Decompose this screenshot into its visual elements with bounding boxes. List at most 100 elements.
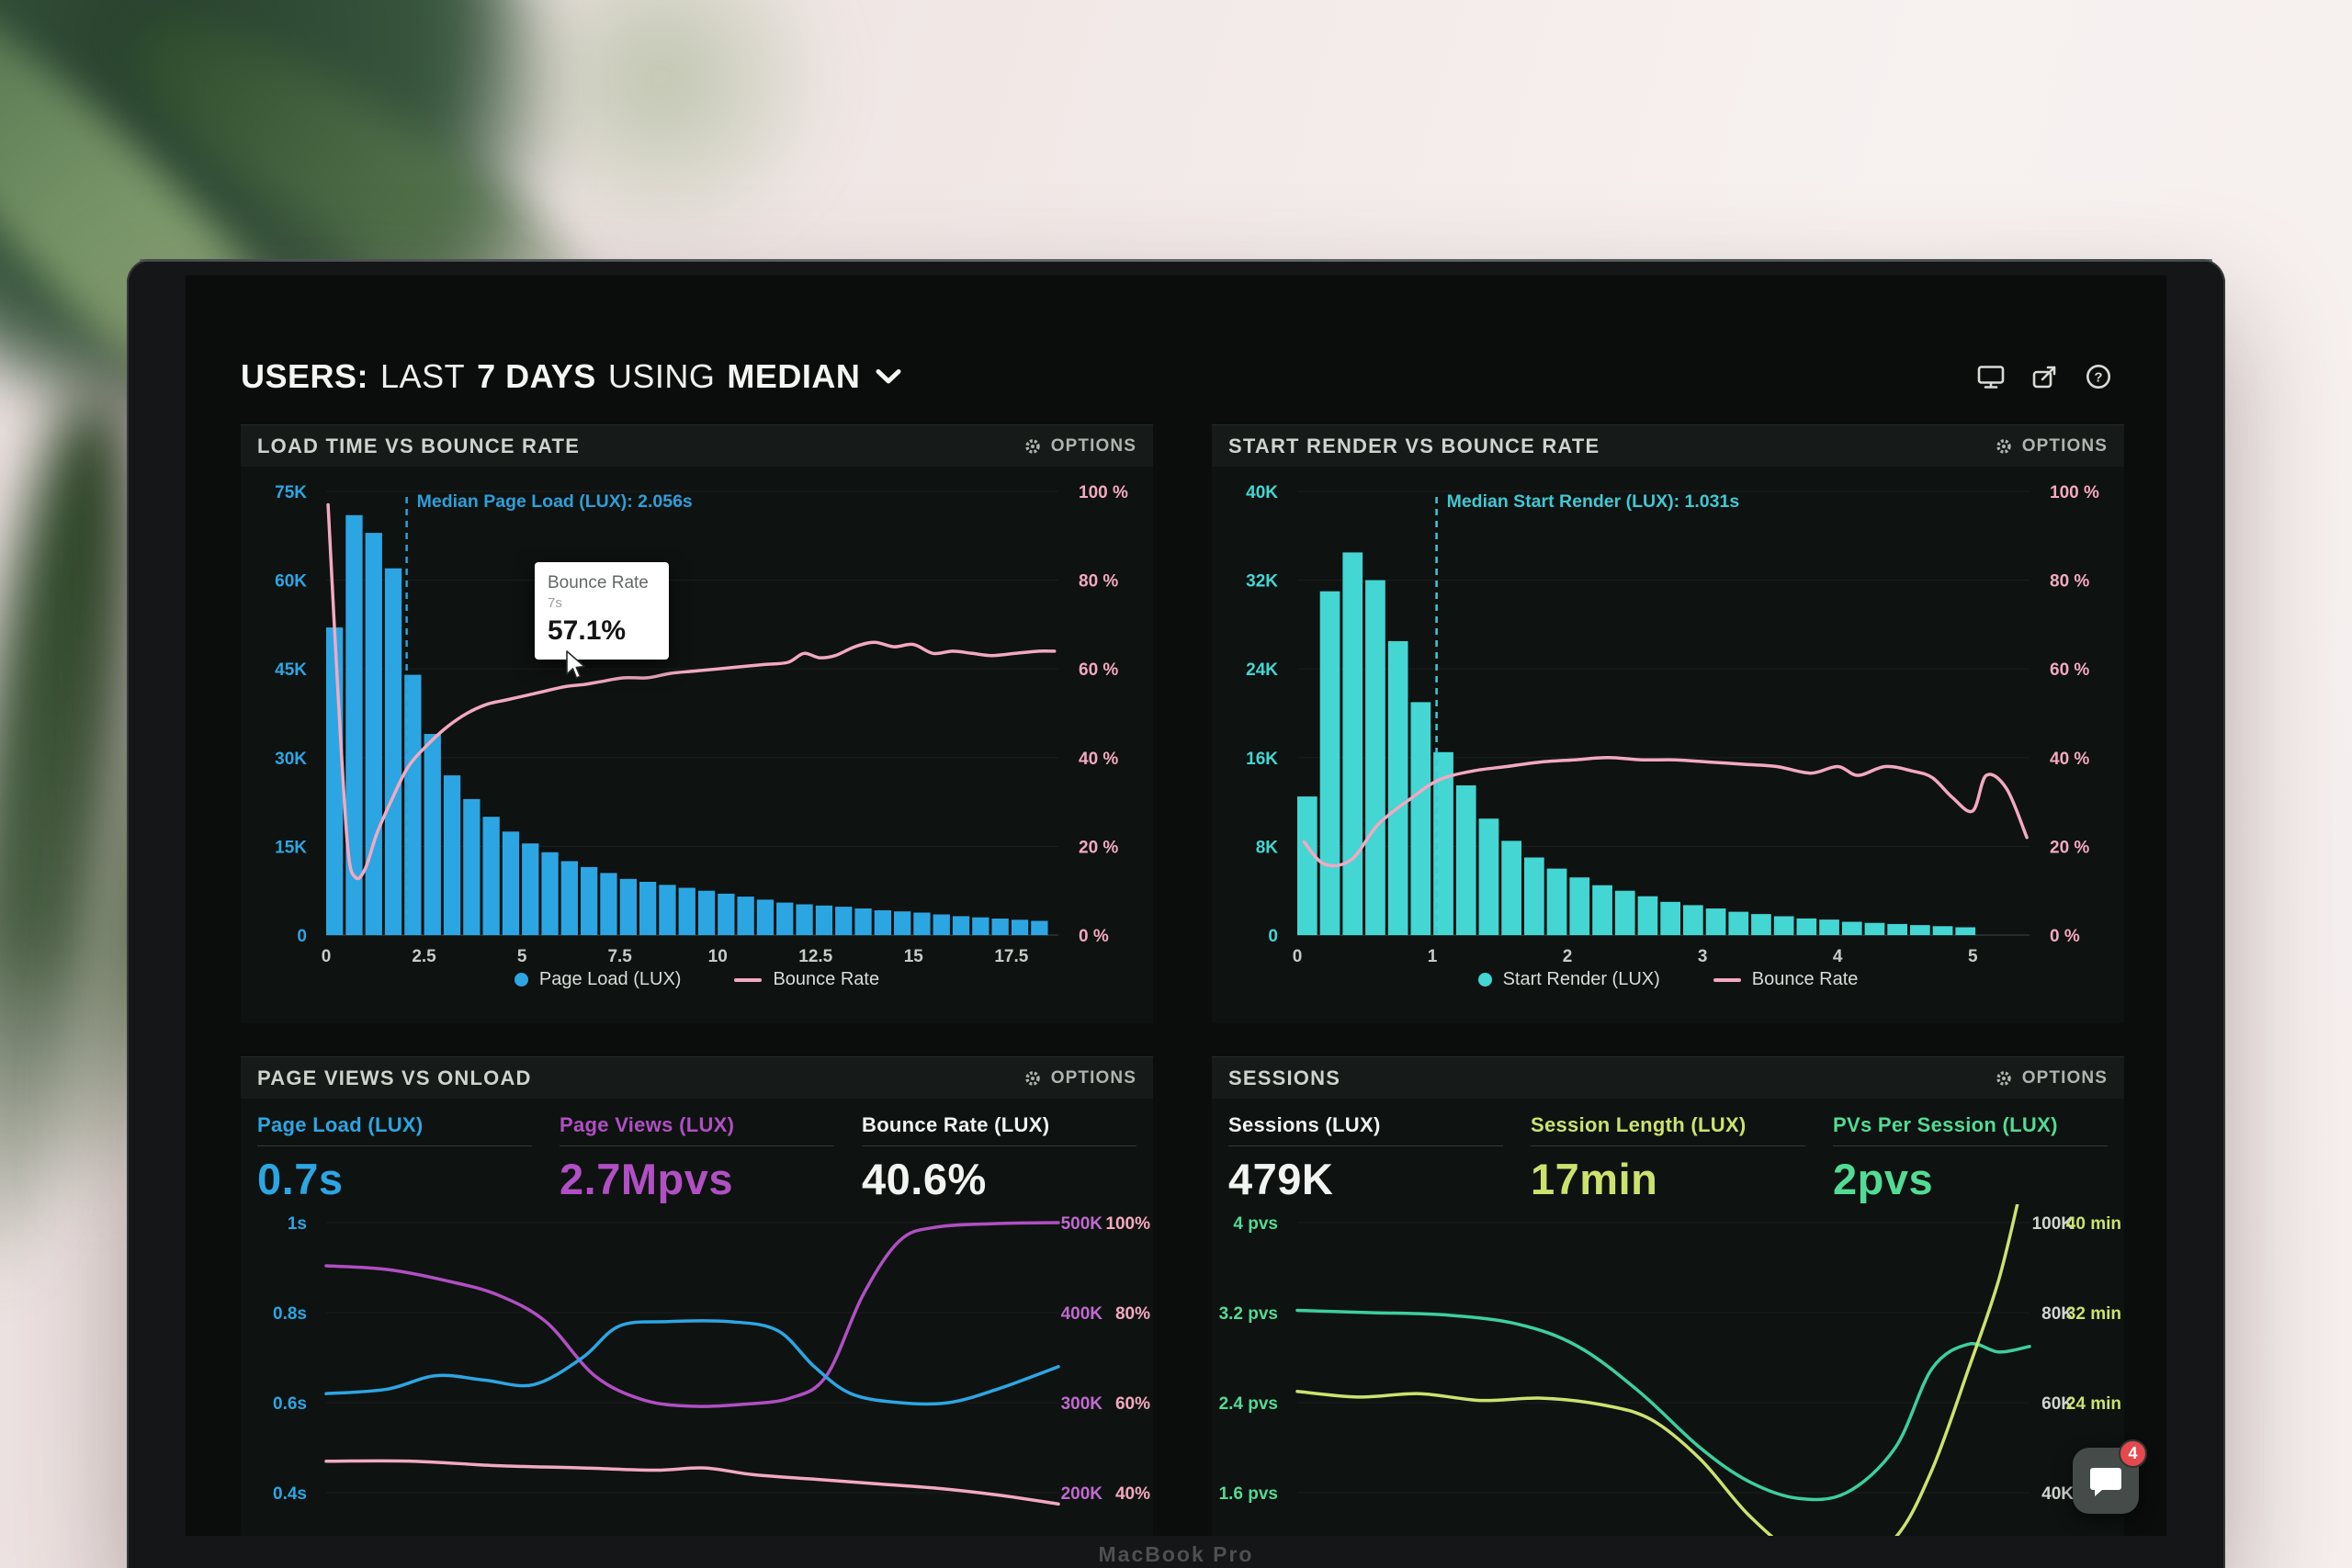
title-segment: 7 DAYS <box>477 357 596 395</box>
svg-text:60%: 60% <box>1115 1394 1150 1414</box>
svg-text:80K: 80K <box>2041 1304 2074 1324</box>
help-icon[interactable]: ? <box>2086 364 2111 389</box>
svg-text:45K: 45K <box>275 660 307 680</box>
options-label: OPTIONS <box>1050 435 1136 456</box>
chart-tooltip: Bounce Rate 7s 57.1% <box>535 562 669 660</box>
legend-item: Start Render (LUX) <box>1477 969 1660 990</box>
page-views-line-chart[interactable]: 1s 500K 100% 0.8s 400K 80% 0.6s 300K 60% 0.4s 200K… <box>241 1204 1153 1536</box>
svg-text:32 min: 32 min <box>2066 1304 2121 1324</box>
svg-text:0 %: 0 % <box>2050 927 2080 946</box>
svg-text:5: 5 <box>1968 947 1978 966</box>
tooltip-series-label: Bounce Rate <box>548 573 649 592</box>
metric-label: Sessions (LUX) <box>1228 1113 1381 1136</box>
svg-text:40 min: 40 min <box>2066 1214 2121 1234</box>
users-timeframe-dropdown[interactable]: USERS: LAST 7 DAYS USING MEDIAN <box>241 357 901 396</box>
metric-value: 40.6% <box>862 1155 987 1203</box>
svg-text:40K: 40K <box>1246 483 1278 502</box>
title-segment: MEDIAN <box>727 357 861 395</box>
tooltip-x-label: 7s <box>548 595 562 611</box>
metric-divider <box>1228 1145 1503 1146</box>
metric-label: PVs Per Session (LUX) <box>1833 1113 2058 1136</box>
svg-text:0: 0 <box>297 927 307 946</box>
share-icon[interactable] <box>2032 365 2058 389</box>
options-button[interactable]: OPTIONS <box>1995 436 2108 457</box>
metrics-row: Sessions (LUX) 479K Session Length (LUX)… <box>1212 1099 2124 1204</box>
panel-title: PAGE VIEWS VS ONLOAD <box>257 1066 532 1089</box>
start-render-histogram-chart[interactable]: 40K 100 % 32K 80 % 24K 60 % 16K 40 % 8K 20 % 0 0 % 0… <box>1212 467 2124 967</box>
svg-text:30K: 30K <box>275 750 307 769</box>
panel-start-render-vs-bounce-rate: START RENDER VS BOUNCE RATE OPTIONS 40K 1… <box>1212 424 2124 1023</box>
svg-text:20 %: 20 % <box>2050 838 2089 857</box>
legend-item: Bounce Rate <box>1713 969 1859 990</box>
panel-page-views-vs-onload: PAGE VIEWS VS ONLOAD OPTIONS Page Load (… <box>241 1056 1153 1536</box>
metric-value: 2pvs <box>1833 1155 1934 1203</box>
dashboard: USERS: LAST 7 DAYS USING MEDIAN ? <box>186 276 2166 1536</box>
metric-value: 0.7s <box>257 1155 344 1203</box>
svg-text:40K: 40K <box>2041 1484 2074 1504</box>
chat-bubble-icon <box>2090 1468 2121 1496</box>
svg-text:2.4 pvs: 2.4 pvs <box>1219 1394 1278 1414</box>
svg-text:500K: 500K <box>1061 1214 1103 1234</box>
metric-divider <box>1833 1145 2108 1146</box>
svg-text:40 %: 40 % <box>2050 750 2089 769</box>
panel-title: START RENDER VS BOUNCE RATE <box>1228 434 1600 457</box>
svg-text:75K: 75K <box>275 483 307 502</box>
metric-label: Bounce Rate (LUX) <box>862 1113 1050 1136</box>
plant-leaf <box>459 0 864 230</box>
options-button[interactable]: OPTIONS <box>1023 1068 1136 1089</box>
legend-item: Bounce Rate <box>734 969 879 990</box>
svg-text:80 %: 80 % <box>2050 572 2089 592</box>
metric-value: 17min <box>1531 1155 1658 1203</box>
gear-icon <box>1996 438 2011 454</box>
title-segment: USERS: <box>241 357 369 395</box>
svg-text:0: 0 <box>1293 947 1303 966</box>
svg-text:10: 10 <box>708 947 728 966</box>
metric-page-load: Page Load (LUX) 0.7s <box>257 1113 532 1204</box>
legend-label: Bounce Rate <box>1751 969 1859 989</box>
gear-icon <box>1025 1070 1040 1086</box>
options-button[interactable]: OPTIONS <box>1023 436 1136 457</box>
gear-icon <box>1996 1070 2011 1086</box>
chart-area: 75K 100 % 60K 80 % 45K 60 % 30K 40 % 15K 20 % 0 0 %… <box>241 467 1153 967</box>
svg-text:1s: 1s <box>288 1214 307 1234</box>
chat-launcher-button[interactable]: 4 <box>2073 1439 2147 1514</box>
chart-area: 1s 500K 100% 0.8s 400K 80% 0.6s 300K 60% 0.4s 200K… <box>241 1204 1153 1536</box>
svg-text:80 %: 80 % <box>1079 572 1118 592</box>
svg-text:32K: 32K <box>1246 572 1278 592</box>
panel-header: SESSIONS OPTIONS <box>1212 1056 2124 1099</box>
title-segment: LAST <box>380 357 466 395</box>
panel-sessions: SESSIONS OPTIONS Sessions (LUX) 479K <box>1212 1056 2124 1536</box>
svg-text:2.5: 2.5 <box>412 947 436 966</box>
legend-swatch-dot <box>1477 973 1492 987</box>
load-time-histogram-chart[interactable]: 75K 100 % 60K 80 % 45K 60 % 30K 40 % 15K 20 % 0 0 %… <box>241 467 1153 967</box>
metric-divider <box>862 1145 1136 1146</box>
svg-text:400K: 400K <box>1061 1304 1103 1324</box>
dashboard-header: USERS: LAST 7 DAYS USING MEDIAN ? <box>241 353 2111 400</box>
metric-session-length: Session Length (LUX) 17min <box>1531 1113 1805 1204</box>
legend-label: Start Render (LUX) <box>1502 969 1660 989</box>
svg-text:3.2 pvs: 3.2 pvs <box>1219 1304 1278 1324</box>
svg-text:1: 1 <box>1428 947 1438 966</box>
display-icon[interactable] <box>1977 364 2005 389</box>
svg-text:15K: 15K <box>275 838 307 857</box>
notification-badge: 4 <box>2119 1439 2147 1468</box>
svg-text:Median Page Load (LUX): 2.056s: Median Page Load (LUX): 2.056s <box>417 491 693 512</box>
svg-text:60K: 60K <box>2041 1394 2074 1414</box>
svg-text:16K: 16K <box>1246 750 1278 769</box>
chart-legend: Page Load (LUX) Bounce Rate <box>241 969 1153 990</box>
svg-text:60 %: 60 % <box>1079 660 1118 680</box>
legend-item: Page Load (LUX) <box>514 969 681 990</box>
svg-text:8K: 8K <box>1256 838 1279 857</box>
metric-value: 479K <box>1228 1155 1334 1203</box>
options-button[interactable]: OPTIONS <box>1995 1068 2108 1089</box>
svg-text:20 %: 20 % <box>1079 838 1118 857</box>
panel-title: LOAD TIME VS BOUNCE RATE <box>257 434 581 457</box>
legend-label: Bounce Rate <box>773 969 880 989</box>
metric-pvs-per-session: PVs Per Session (LUX) 2pvs <box>1833 1113 2108 1204</box>
title-segment: USING <box>607 357 716 395</box>
legend-swatch-line <box>1713 977 1741 982</box>
options-label: OPTIONS <box>2021 1067 2108 1088</box>
svg-text:40%: 40% <box>1115 1484 1150 1504</box>
options-label: OPTIONS <box>1050 1067 1136 1088</box>
